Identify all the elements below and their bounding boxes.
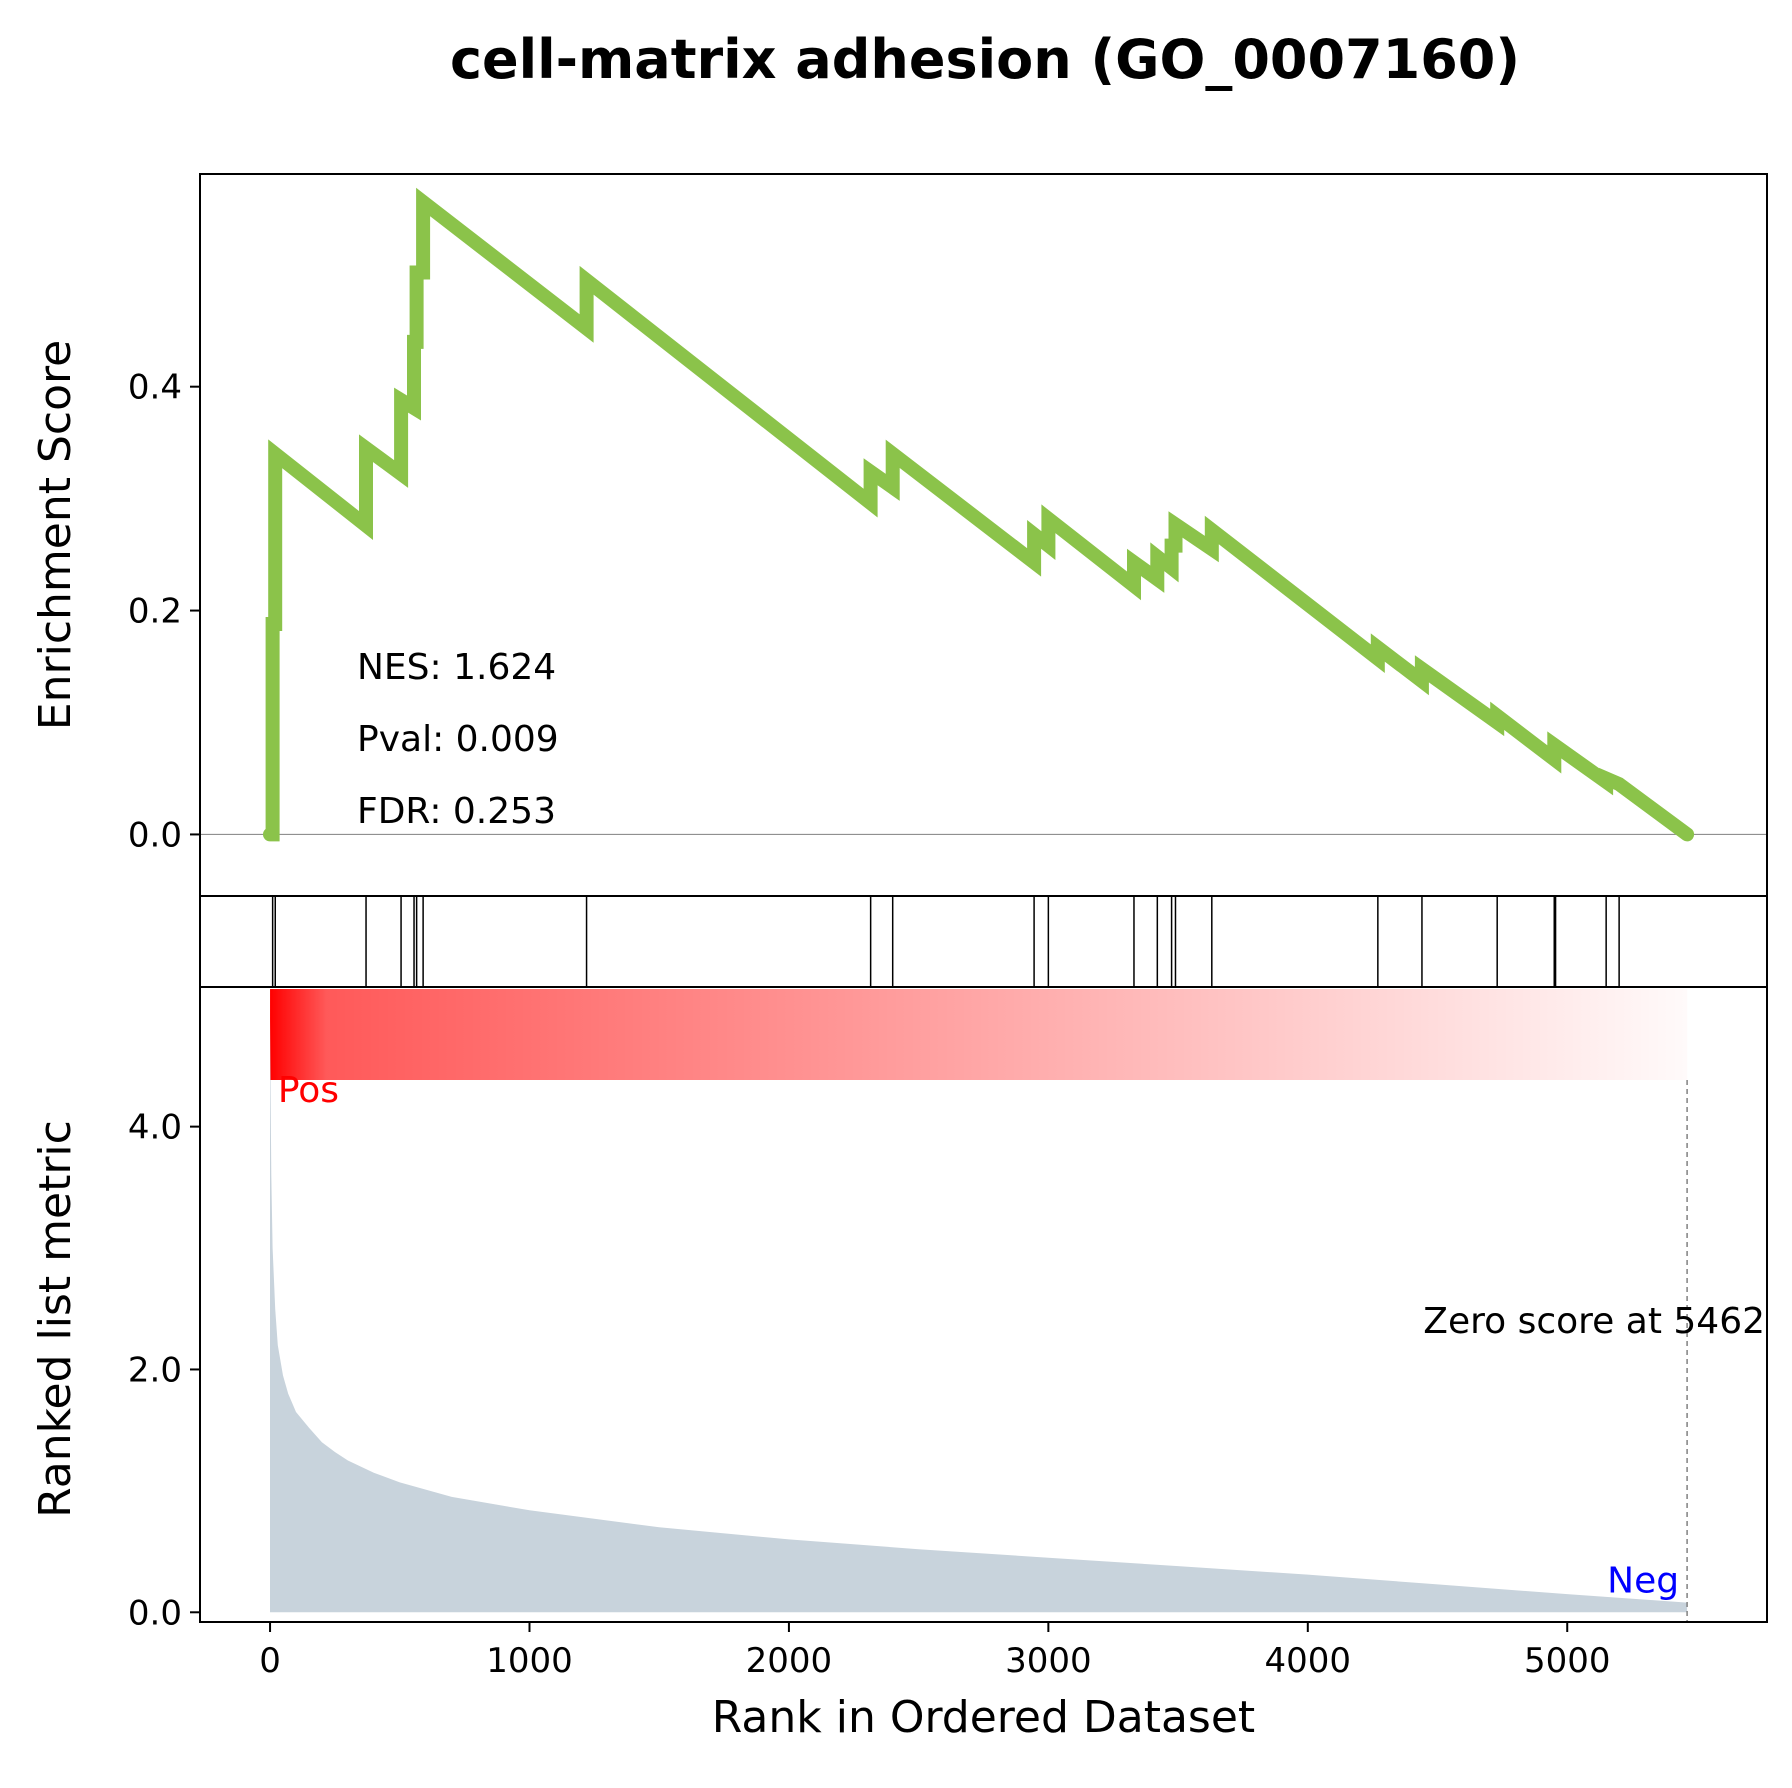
x-axis-label: Rank in Ordered Dataset (712, 1692, 1255, 1743)
x-tick-label: 4000 (1265, 1641, 1352, 1681)
x-tick-label: 0 (259, 1641, 281, 1681)
ranked-metric-panel: Pos Neg Zero score at 5462 0.0 2.0 4.0 0 10… (30, 986, 1768, 1743)
x-tick-label: 5000 (1524, 1641, 1611, 1681)
es-panel-frame (199, 173, 1768, 897)
chart-title: cell-matrix adhesion (GO_0007160) (450, 28, 1520, 91)
stats-annotations: NES: 1.624 Pval: 0.009 FDR: 0.253 (357, 647, 559, 832)
stat-pval: Pval: 0.009 (357, 719, 559, 760)
enrichment-score-line (263, 187, 1695, 842)
metric-y-tick-label: 2.0 (128, 1350, 182, 1390)
metric-y-ticks: 0.0 2.0 4.0 (128, 1108, 200, 1633)
stat-fdr: FDR: 0.253 (357, 791, 556, 832)
metric-y-tick-label: 4.0 (128, 1108, 182, 1148)
zero-score-label: Zero score at 5462 (1423, 1301, 1765, 1342)
hit-markers (271, 896, 1620, 987)
metric-y-tick-label: 0.0 (128, 1593, 182, 1633)
enrichment-score-panel: 0.0 0.2 0.4 NES: 1.624 Pval: 0.009 FDR: 0.25… (30, 173, 1768, 897)
stat-nes: NES: 1.624 (357, 647, 556, 688)
x-tick-label: 3000 (1005, 1641, 1092, 1681)
hit-panel-frame (199, 895, 1768, 988)
ranked-metric-area (270, 1019, 1688, 1613)
metric-y-axis-label: Ranked list metric (30, 1120, 81, 1518)
es-y-tick-label: 0.0 (128, 815, 182, 855)
es-y-ticks: 0.0 0.2 0.4 (128, 368, 200, 855)
es-y-tick-label: 0.2 (128, 592, 182, 632)
neg-label: Neg (1607, 1561, 1679, 1602)
rank-gradient-bar (270, 989, 1688, 1080)
es-y-tick-label: 0.4 (128, 368, 182, 408)
x-axis-ticks: 0 1000 2000 3000 4000 5000 (259, 1622, 1610, 1681)
hit-marker-panel (199, 895, 1768, 988)
x-tick-label: 2000 (746, 1641, 833, 1681)
x-tick-label: 1000 (486, 1641, 573, 1681)
es-y-axis-label: Enrichment Score (30, 340, 81, 730)
metric-panel-frame (199, 986, 1768, 1623)
pos-label: Pos (278, 1070, 339, 1111)
